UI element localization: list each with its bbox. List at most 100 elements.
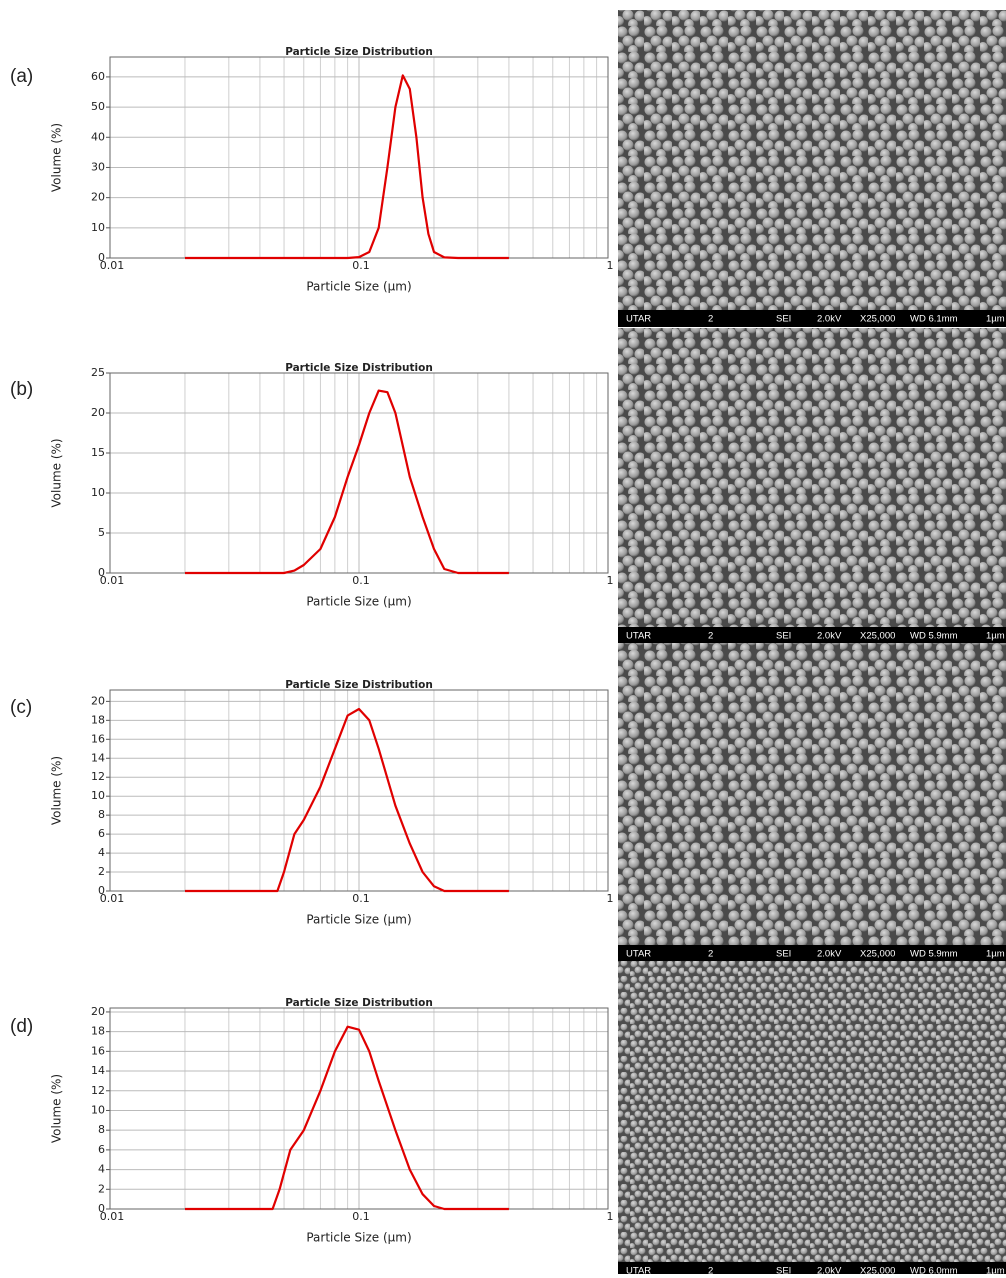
x-axis-label: Particle Size (µm) <box>306 913 411 927</box>
sem-info-text: WD 6.0mm <box>910 1266 958 1274</box>
sem-info-text: SEI <box>776 949 791 960</box>
y-tick-label: 15 <box>91 446 105 459</box>
y-tick-label: 2 <box>98 865 105 878</box>
panel-label: (a) <box>10 66 33 87</box>
y-tick-label: 8 <box>98 1123 105 1136</box>
y-tick-label: 20 <box>91 1005 105 1018</box>
chart-title: Particle Size Distribution <box>285 997 433 1009</box>
sem-info-text: 2 <box>708 631 713 642</box>
sem-image <box>618 10 1006 310</box>
x-tick-label: 0.1 <box>352 892 370 905</box>
sem-info-text: 1µm <box>986 314 1005 325</box>
y-tick-label: 16 <box>91 732 105 745</box>
y-tick-label: 0 <box>98 884 105 897</box>
x-tick-label: 0.1 <box>352 574 370 587</box>
x-tick-label: 1 <box>607 259 614 272</box>
y-axis-label: Volume (%) <box>50 1074 64 1143</box>
y-tick-label: 8 <box>98 808 105 821</box>
chart-title: Particle Size Distribution <box>285 46 433 58</box>
y-tick-label: 20 <box>91 694 105 707</box>
chart-title: Particle Size Distribution <box>285 362 433 374</box>
sem-image <box>618 961 1006 1262</box>
y-tick-label: 10 <box>91 221 105 234</box>
y-axis-label: Volume (%) <box>50 123 64 192</box>
x-tick-label: 1 <box>607 892 614 905</box>
sem-info-text: SEI <box>776 1266 791 1274</box>
y-tick-label: 18 <box>91 1025 105 1038</box>
plot-border <box>109 372 609 574</box>
sem-info-bar <box>618 627 1006 644</box>
x-tick-label: 0.01 <box>100 892 125 905</box>
sem-info-text: WD 6.1mm <box>910 314 958 325</box>
panel-label: (c) <box>10 697 32 718</box>
sem-info-text: SEI <box>776 631 791 642</box>
sem-info-bar <box>618 310 1006 327</box>
x-tick-label: 0.1 <box>352 259 370 272</box>
sem-info-text: 1µm <box>986 949 1005 960</box>
sem-info-text: X25,000 <box>860 949 895 960</box>
sem-image <box>618 643 1006 945</box>
y-tick-label: 12 <box>91 770 105 783</box>
x-tick-label: 1 <box>607 574 614 587</box>
panel-label: (b) <box>10 379 33 400</box>
y-tick-label: 25 <box>91 366 105 379</box>
sem-info-text: UTAR <box>626 631 651 642</box>
sem-info-text: 2 <box>708 1266 713 1274</box>
sem-info-text: WD 5.9mm <box>910 631 958 642</box>
x-tick-label: 1 <box>607 1210 614 1223</box>
y-tick-label: 60 <box>91 70 105 83</box>
x-tick-label: 0.01 <box>100 1210 125 1223</box>
sem-info-text: X25,000 <box>860 1266 895 1274</box>
chart-title: Particle Size Distribution <box>285 679 433 691</box>
y-tick-label: 14 <box>91 1064 105 1077</box>
sem-info-text: 2.0kV <box>817 1266 842 1274</box>
y-tick-label: 50 <box>91 100 105 113</box>
y-tick-label: 4 <box>98 1163 105 1176</box>
x-tick-label: 0.01 <box>100 259 125 272</box>
sem-info-text: SEI <box>776 314 791 325</box>
y-tick-label: 0 <box>98 251 105 264</box>
distribution-line <box>185 389 509 575</box>
sem-info-text: UTAR <box>626 1266 651 1274</box>
sem-info-text: 2 <box>708 314 713 325</box>
sem-info-text: 2.0kV <box>817 314 842 325</box>
y-tick-label: 4 <box>98 846 105 859</box>
x-axis-label: Particle Size (µm) <box>306 595 411 609</box>
y-tick-label: 20 <box>91 406 105 419</box>
x-axis-label: Particle Size (µm) <box>306 280 411 294</box>
sem-info-text: X25,000 <box>860 314 895 325</box>
sem-info-text: UTAR <box>626 314 651 325</box>
sem-info-text: 2 <box>708 949 713 960</box>
y-tick-label: 16 <box>91 1044 105 1057</box>
sem-info-bar <box>618 945 1006 962</box>
x-tick-label: 0.1 <box>352 1210 370 1223</box>
y-axis-label: Volume (%) <box>50 756 64 825</box>
sem-info-text: 1µm <box>986 1266 1005 1274</box>
panel-label: (d) <box>10 1016 33 1037</box>
sem-info-text: 2.0kV <box>817 631 842 642</box>
sem-info-text: 2.0kV <box>817 949 842 960</box>
y-tick-label: 5 <box>98 526 105 539</box>
y-tick-label: 12 <box>91 1084 105 1097</box>
y-tick-label: 0 <box>98 1202 105 1215</box>
y-tick-label: 30 <box>91 160 105 173</box>
distribution-line <box>185 74 509 260</box>
x-axis-label: Particle Size (µm) <box>306 1231 411 1245</box>
plot-border <box>109 1007 609 1210</box>
y-tick-label: 10 <box>91 789 105 802</box>
sem-info-text: UTAR <box>626 949 651 960</box>
y-tick-label: 18 <box>91 713 105 726</box>
y-tick-label: 10 <box>91 1103 105 1116</box>
y-tick-label: 6 <box>98 1143 105 1156</box>
sem-info-text: 1µm <box>986 631 1005 642</box>
distribution-line <box>185 707 509 893</box>
sem-info-text: WD 5.9mm <box>910 949 958 960</box>
sem-image <box>618 328 1006 627</box>
y-tick-label: 10 <box>91 486 105 499</box>
y-tick-label: 0 <box>98 566 105 579</box>
y-axis-label: Volume (%) <box>50 438 64 507</box>
y-tick-label: 14 <box>91 751 105 764</box>
y-tick-label: 2 <box>98 1182 105 1195</box>
